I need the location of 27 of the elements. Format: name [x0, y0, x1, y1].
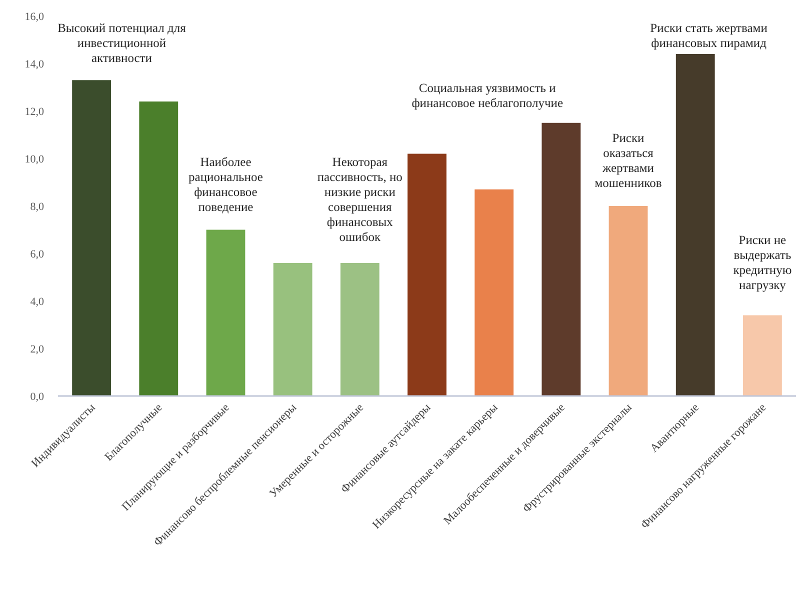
y-tick-label: 14,0	[24, 58, 44, 70]
bar	[542, 122, 581, 396]
y-tick-label: 8,0	[30, 200, 44, 213]
y-tick-label: 4,0	[30, 296, 44, 308]
annotation: Высокий потенциал для инвестиционной активности	[58, 21, 186, 65]
y-tick-label: 10,0	[24, 153, 44, 166]
bar	[676, 54, 715, 396]
bar	[139, 102, 178, 396]
annotation: Некоторая пассивность, но низкие риски совершения финансовых ошибок	[317, 155, 402, 244]
y-tick-label: 2,0	[30, 343, 44, 356]
y-tick-label: 0,0	[30, 390, 44, 403]
annotation: Риски оказаться жертвами мошенников	[594, 131, 662, 190]
bar	[340, 263, 380, 396]
y-tick-label: 6,0	[30, 248, 44, 260]
bar	[743, 315, 782, 396]
y-tick-label: 16,0	[24, 10, 44, 23]
bar	[408, 154, 446, 396]
bar	[474, 189, 514, 396]
bar	[72, 80, 111, 396]
annotation: Риски не выдержать кредитную нагрузку	[733, 233, 792, 292]
bar	[273, 263, 312, 396]
annotation: Наиболее рациональное финансовое поведение	[188, 155, 264, 214]
y-tick-label: 12,0	[24, 106, 44, 118]
bar	[206, 230, 246, 396]
annotation: Социальная уязвимость и финансовое неблагополучие	[412, 81, 564, 110]
annotation: Риски стать жертвами финансовых пирамид	[650, 21, 768, 50]
bar	[608, 206, 648, 396]
